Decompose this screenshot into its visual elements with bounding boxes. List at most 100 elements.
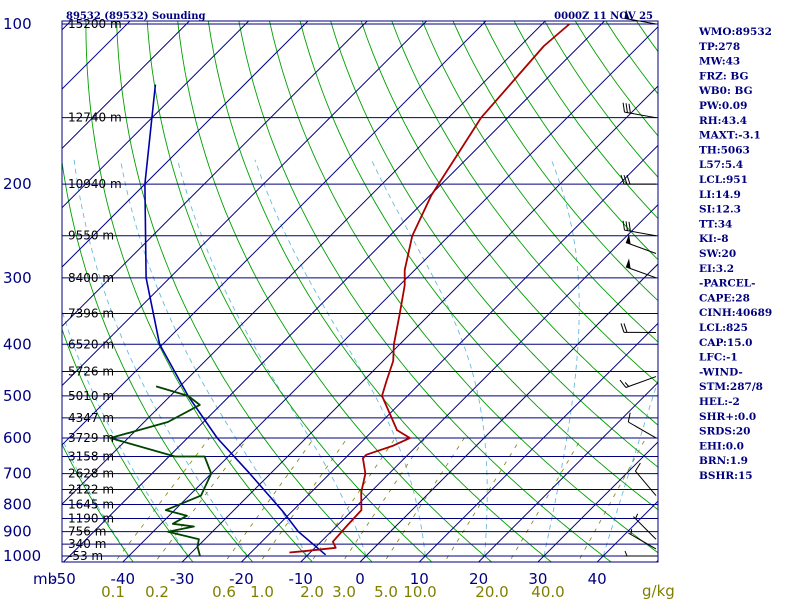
index-entry: TP:278 [699,41,740,53]
index-entry: BSHR:15 [699,470,753,482]
pressure-tick-label: 700 [3,465,32,483]
index-entry: SI:12.3 [699,204,741,216]
dry-adiabat [62,443,134,562]
plot-frame [61,20,659,563]
isotherm-line [122,26,658,562]
isotherm-line [62,21,428,387]
moist-adiabat [177,159,367,557]
mixing-ratio-line [383,437,465,562]
wind-barb-flag [623,323,628,333]
isotherm-line [62,21,250,209]
index-entry: FRZ: BG [699,70,748,82]
dry-adiabat [391,21,658,384]
isotherm-line [62,21,369,328]
pressure-tick-label: 1000 [3,547,41,565]
index-entry: EHI:0.0 [699,440,744,452]
mixing-ratio-tick-label: 1.0 [250,583,274,600]
index-entry: LI:14.9 [699,189,741,201]
stability-indices-panel: WMO:89532 TP:278 MW:43 FRZ: BG WB0: BG PW:0.0… [698,26,772,482]
dry-adiabat [207,21,553,562]
moist-adiabat [370,159,488,557]
wind-barb-staff [635,470,657,496]
wind-barb [624,9,657,25]
wind-barb-pennant [625,258,631,269]
isotherm-line [477,381,658,562]
sounding-profiles [109,23,571,557]
chart-title-left: 89532 (89532) Sounding [66,11,206,22]
mixing-ratio-tick-label: 40.0 [531,583,564,600]
height-label: 1190 m [68,511,114,525]
dewpoint-line [109,385,213,557]
temperature-tick-label: 10 [410,570,429,588]
height-label: 5010 m [68,389,114,403]
wind-barb [635,462,657,496]
isotherm-line [62,21,191,150]
height-label: 4347 m [68,411,114,425]
dry-adiabat [360,21,658,426]
dry-adiabat [62,158,254,562]
wind-barb-flag [622,220,625,231]
dry-adiabat [330,21,658,468]
index-entry: TH:5063 [699,144,750,156]
temperature-tick-label: 30 [528,570,547,588]
wind-barb-halfflag [635,513,639,519]
wind-barb-flag [622,102,625,113]
index-entry: SHR+:0.0 [699,411,756,423]
temperature-tick-label: -40 [111,570,136,588]
wind-barb-halfflag [624,550,628,557]
index-entry: SW:20 [699,248,736,260]
wind-barb-flag [620,174,625,185]
index-entry: SRDS:20 [699,426,751,438]
wind-barb-staff [624,111,657,119]
wind-barb-halfflag [630,529,633,535]
index-entry: -WIND- [699,366,743,378]
mixing-ratio-line [114,437,210,562]
dry-adiabat [269,21,658,554]
height-label: 15200 m [68,17,122,31]
height-label: 12740 m [68,111,122,125]
index-entry: EI:3.2 [699,263,734,275]
temperature-tick-label: -50 [51,570,76,588]
index-entry: HEL:-2 [699,396,740,408]
mixing-ratio-tick-label: 0.6 [212,583,236,600]
index-entry: WB0: BG [698,85,753,97]
mixing-ratio-line [444,437,522,562]
index-entry: PW:0.09 [699,100,747,112]
wind-barb-flag [619,379,627,388]
wind-barb-pennant [624,9,630,20]
height-label: 3729 m [68,431,114,445]
wind-barb [620,323,657,333]
index-entry: -PARCEL- [699,278,755,290]
index-entry: CAPE:28 [699,292,750,304]
isotherm-line [537,441,658,562]
height-label: 3158 m [68,449,114,463]
moist-adiabat [254,159,426,557]
mixing-ratio-tick-label: 10.0 [403,583,436,600]
pressure-tick-label: 400 [3,335,32,353]
dry-adiabat [62,327,194,562]
wind-barb-flag [626,174,631,185]
index-entry: WMO:89532 [698,26,772,38]
temperature-tick-label: 20 [469,570,488,588]
dry-adiabat [757,19,800,567]
isotherm-line [62,21,606,562]
wind-barb [619,376,657,388]
diagram-grid [62,19,800,567]
isotherm-line [240,144,658,562]
wind-barb [625,234,657,254]
mixing-ratio-tick-label: 5.0 [374,583,398,600]
wind-barb-staff [625,266,657,279]
height-label: 756 m [68,525,106,539]
index-entry: LFC:-1 [699,352,738,364]
pressure-tick-label: 500 [3,387,32,405]
mixing-ratio-line [577,437,647,562]
isotherm-line [359,263,658,562]
mixing-ratio-tick-label: 3.0 [332,583,356,600]
moist-adiabat [602,379,658,557]
index-entry: KI:-8 [699,233,729,245]
wind-barb-staff [625,376,657,388]
height-label: 6520 m [68,337,114,351]
isotherm-line [181,85,658,562]
mixing-ratio-line [154,437,249,562]
